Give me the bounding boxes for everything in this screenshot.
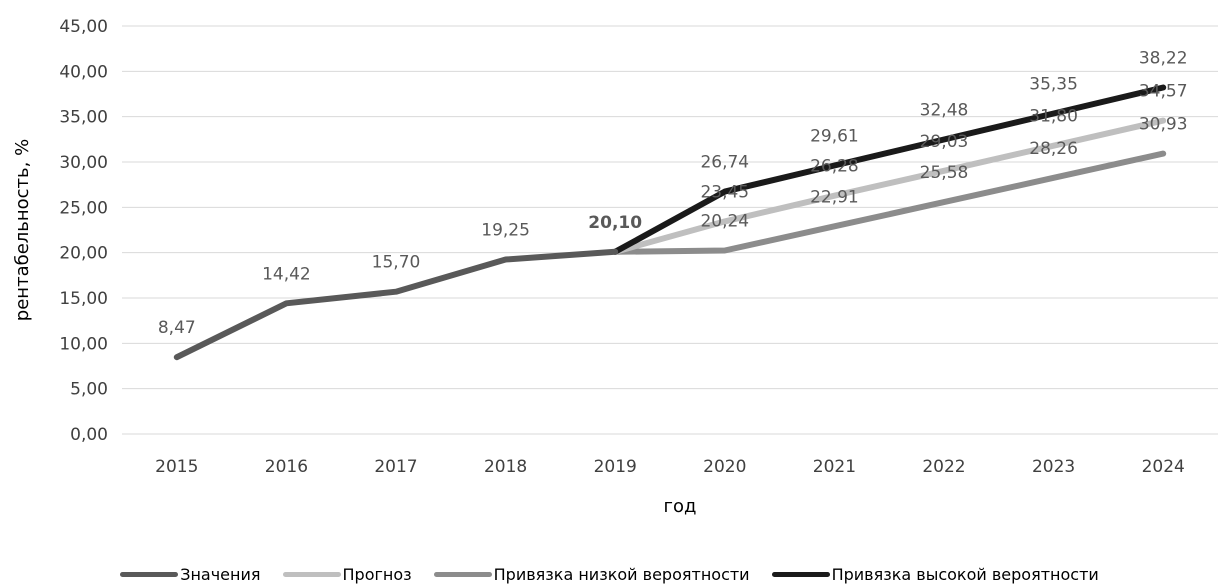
data-label: 25,58: [920, 163, 969, 183]
y-tick-label: 40,00: [59, 62, 108, 82]
legend-label: Значения: [180, 564, 261, 584]
x-tick-label: 2024: [1142, 457, 1185, 477]
x-axis-title: год: [664, 496, 697, 517]
data-label: 26,74: [700, 153, 749, 173]
series-line-2: [612, 150, 1167, 255]
y-tick-label: 0,00: [70, 425, 108, 445]
y-tick-label: 35,00: [59, 108, 108, 128]
x-tick-label: 2023: [1032, 457, 1075, 477]
data-label: 22,91: [810, 187, 859, 207]
y-axis-title: рентабельность, %: [12, 139, 33, 321]
y-tick-label: 45,00: [59, 17, 108, 37]
y-tick-label: 30,00: [59, 153, 108, 173]
data-label: 35,35: [1029, 74, 1078, 94]
data-label: 20,10: [588, 213, 642, 233]
x-tick-label: 2022: [922, 457, 965, 477]
data-label: 32,48: [920, 101, 969, 121]
legend-label: Прогноз: [342, 564, 412, 584]
data-label: 26,28: [810, 157, 859, 177]
data-label: 23,45: [700, 182, 749, 202]
data-label: 8,47: [158, 318, 196, 338]
legend-swatch: [282, 571, 341, 577]
legend-item: Привязка низкой вероятности: [433, 564, 750, 584]
y-tick-label: 25,00: [59, 198, 108, 218]
data-label: 30,93: [1139, 115, 1188, 135]
data-label: 19,25: [481, 220, 530, 240]
data-label: 38,22: [1139, 48, 1188, 68]
legend: Значения Прогноз Привязка низкой вероятнос…: [0, 562, 1219, 586]
legend-label: Привязка высокой вероятности: [831, 564, 1099, 584]
data-label: 28,26: [1029, 139, 1078, 159]
data-label: 31,80: [1029, 107, 1078, 127]
data-labels: 8,47 14,42 15,70 19,25 20,10 23,45 26,28 29,03 3…: [158, 48, 1188, 338]
data-label: 34,57: [1139, 82, 1188, 102]
x-tick-label: 2019: [594, 457, 637, 477]
series-line-1: [612, 117, 1167, 255]
y-axis-tick-labels: 0,00 5,00 10,00 15,00 20,00 25,00 30,00 35,00 40…: [59, 17, 108, 445]
legend-item: Привязка высокой вероятности: [771, 564, 1099, 584]
legend-swatch: [120, 571, 179, 577]
legend-label: Привязка низкой вероятности: [493, 564, 750, 584]
x-axis-tick-labels: 2015 2016 2017 2018 2019 2020 2021 2022 2023 2024: [155, 457, 1185, 477]
x-tick-label: 2021: [813, 457, 856, 477]
series-lines: [173, 84, 1167, 361]
series-line-0: [173, 248, 619, 361]
legend-item: Прогноз: [282, 564, 412, 584]
y-tick-label: 10,00: [59, 334, 108, 354]
data-label: 15,70: [372, 253, 421, 273]
data-label: 14,42: [262, 264, 311, 284]
x-tick-label: 2018: [484, 457, 527, 477]
legend-swatch: [771, 571, 830, 577]
data-label: 20,24: [700, 211, 749, 231]
data-label: 29,03: [920, 132, 969, 152]
y-tick-label: 15,00: [59, 289, 108, 309]
legend-swatch: [433, 571, 492, 577]
series-line-3: [612, 84, 1167, 255]
y-tick-label: 20,00: [59, 244, 108, 264]
x-tick-label: 2016: [265, 457, 308, 477]
legend-item: Значения: [120, 564, 261, 584]
x-tick-label: 2017: [374, 457, 417, 477]
x-tick-label: 2020: [703, 457, 746, 477]
line-chart: 0,00 5,00 10,00 15,00 20,00 25,00 30,00 35,00 40…: [12, 17, 1218, 517]
data-label: 29,61: [810, 127, 859, 147]
x-tick-label: 2015: [155, 457, 198, 477]
y-tick-label: 5,00: [70, 380, 108, 400]
